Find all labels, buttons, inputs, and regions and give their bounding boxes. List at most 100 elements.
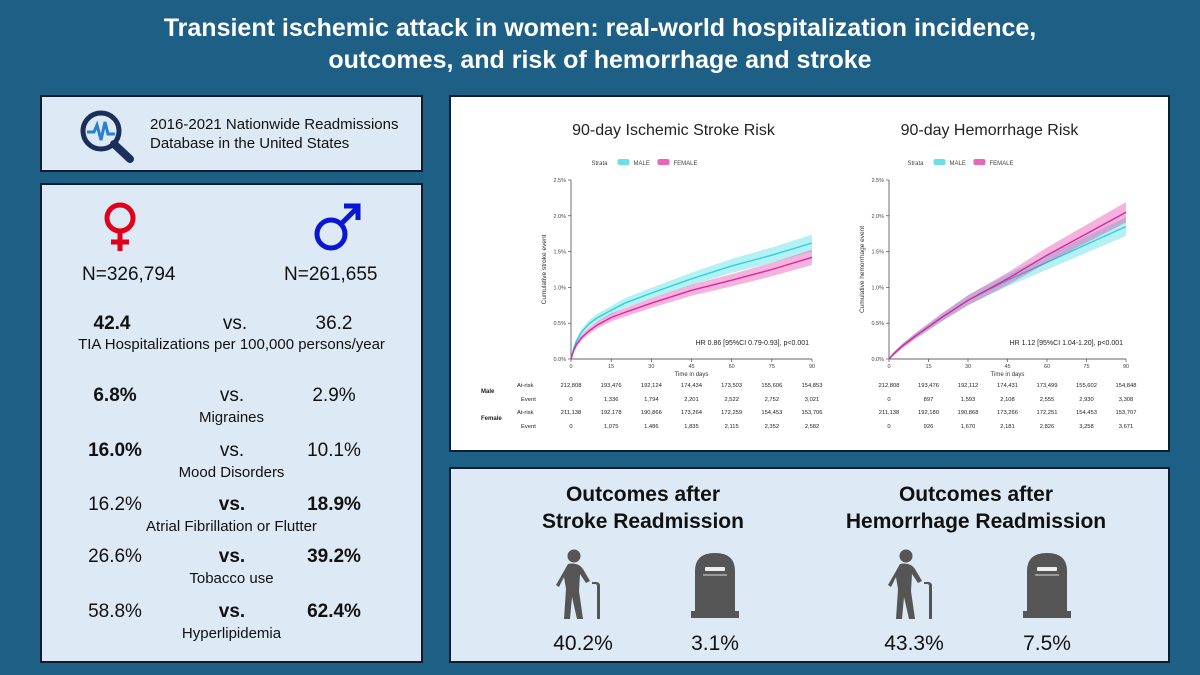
comparison-row-hyperlipidemia: 58.8% vs. 62.4% Hyperlipidemia	[42, 601, 421, 651]
comparison-row-atrial-fibrillation: 16.2% vs. 18.9% Atrial Fibrillation or F…	[42, 494, 421, 544]
risk-table-female-at-risk-cell: 173,264	[681, 410, 703, 416]
risk-table-male-event-cell: 2,752	[765, 397, 780, 403]
y-tick-label: 0.5%	[871, 321, 884, 327]
series-line-female	[888, 211, 1127, 360]
male-symbol-icon	[314, 203, 361, 251]
x-tick-label: 0	[569, 364, 572, 370]
vs-label: vs.	[218, 546, 246, 567]
risk-table-female-event-cell: 2,582	[805, 424, 820, 430]
tombstone-icon	[691, 553, 739, 618]
female-value: 6.8%	[93, 385, 137, 406]
tia-male-value: 36.2	[315, 313, 353, 334]
x-tick-label: 60	[729, 364, 735, 370]
tia-vs: vs.	[222, 313, 248, 334]
legend-swatch-female	[657, 159, 670, 165]
risk-table-female-at-risk-cell: 192,178	[601, 410, 622, 416]
legend-title: Strata	[592, 161, 609, 167]
female-value: 58.8%	[88, 601, 142, 622]
legend-label-male: MALE	[950, 161, 966, 167]
hemorrhage-death-value: 7.5%	[1023, 632, 1071, 655]
title-line-1: Transient ischemic attack in women: real…	[163, 14, 1037, 42]
confidence-band-female	[889, 202, 1126, 359]
risk-table-male-at-risk-cell: 212,808	[561, 383, 582, 389]
risk-table-female-event-cell: 1,670	[961, 424, 976, 430]
row-label: Atrial Fibrillation or Flutter	[146, 518, 317, 535]
y-tick-label: 0.5%	[553, 321, 566, 327]
risk-table-female-at-risk-cell: 154,453	[761, 410, 782, 416]
survival-charts-panel: 90-day Ischemic Stroke Risk Strata MALE FEM…	[449, 95, 1170, 452]
legend-label-male: MALE	[634, 161, 650, 167]
hazard-ratio-annotation: HR 1.12 [95%CI 1.04-1.20], p<0.001	[1010, 340, 1124, 347]
risk-table-female-event-cell: 1,486	[644, 424, 659, 430]
x-tick-label: 15	[608, 364, 614, 370]
risk-table-event-label: Event	[521, 397, 536, 403]
vs-label: vs.	[219, 385, 245, 406]
risk-table-male-at-risk-cell: 192,112	[958, 383, 979, 389]
x-tick-label: 90	[1123, 364, 1129, 370]
risk-table-male-at-risk-cell: 173,503	[721, 383, 742, 389]
risk-table-event-label: Event	[521, 424, 536, 430]
risk-table-female-event-cell: 3,671	[1119, 424, 1134, 430]
risk-table-male-event-cell: 1,593	[961, 397, 976, 403]
risk-table-female-event-cell: 0	[887, 424, 890, 430]
x-tick-label: 0	[887, 364, 890, 370]
confidence-band-female	[571, 249, 812, 359]
tia-female-value: 42.4	[93, 313, 131, 334]
row-label: Hyperlipidemia	[181, 625, 282, 642]
y-tick-label: 1.0%	[553, 285, 566, 291]
risk-table-female-event-cell: 0	[569, 424, 572, 430]
x-tick-label: 90	[809, 364, 815, 370]
tombstone-icon	[1023, 553, 1071, 618]
risk-table-female-event-cell: 3,258	[1079, 424, 1094, 430]
risk-table-male-event-cell: 2,930	[1079, 397, 1094, 403]
hemorrhage-outcomes-title-line-1: Outcomes after	[898, 483, 1054, 506]
legend-title: Strata	[908, 161, 925, 167]
male-count: N=261,655	[284, 264, 378, 285]
demographics-panel: N=326,794 N=261,655 42.4 vs. 36.2 TIA Ho…	[40, 183, 423, 663]
legend-swatch-male	[933, 159, 946, 165]
risk-table-group-female: Female	[481, 416, 502, 422]
female-count: N=326,794	[82, 264, 176, 285]
risk-table-female-event-cell: 1,075	[604, 424, 619, 430]
database-line-1: 2016-2021 Nationwide Readmissions	[150, 116, 399, 133]
x-tick-label: 75	[769, 364, 775, 370]
y-tick-label: 2.0%	[553, 214, 566, 220]
risk-table-male-event-cell: 3,021	[805, 397, 820, 403]
risk-table-male-at-risk-cell: 154,853	[802, 383, 823, 389]
risk-table-female-event-cell: 1,835	[684, 424, 699, 430]
risk-table-female-at-risk-cell: 153,707	[1116, 410, 1137, 416]
y-axis-label: Cumulative stroke event	[541, 234, 548, 304]
male-value: 39.2%	[307, 546, 361, 567]
survival-charts: 90-day Ischemic Stroke Risk Strata MALE FEM…	[481, 122, 1137, 430]
title-line-2: outcomes, and risk of hemorrhage and str…	[328, 46, 872, 74]
risk-table-male-event-cell: 897	[924, 397, 934, 403]
risk-table-male-event-cell: 0	[887, 397, 890, 403]
y-tick-label: 0.0%	[553, 357, 566, 363]
chart-title: 90-day Hemorrhage Risk	[901, 122, 1080, 139]
hemorrhage-outcomes-title-line-2: Hemorrhage Readmission	[845, 510, 1107, 533]
risk-table-female-at-risk-cell: 211,138	[879, 410, 900, 416]
legend-label-female: FEMALE	[674, 161, 698, 167]
vs-label: vs.	[218, 601, 246, 622]
risk-table-male-at-risk-cell: 192,124	[641, 383, 663, 389]
stroke-outcomes-title-line-2: Stroke Readmission	[542, 510, 744, 533]
tia-label: TIA Hospitalizations per 100,000 persons…	[78, 336, 385, 353]
hazard-ratio-annotation: HR 0.86 [95%CI 0.79-0.93], p<0.001	[696, 340, 810, 347]
elderly-person-cane-icon	[888, 549, 932, 619]
female-value: 16.0%	[88, 440, 142, 461]
legend-label-female: FEMALE	[990, 161, 1014, 167]
x-tick-label: 15	[925, 364, 931, 370]
stroke-death-value: 3.1%	[691, 632, 739, 655]
female-value: 16.2%	[88, 494, 142, 515]
comparison-row-tobacco: 26.6% vs. 39.2% Tobacco use	[42, 546, 421, 596]
database-line-2: Database in the United States	[150, 135, 350, 152]
risk-table-female-at-risk-cell: 172,251	[1037, 410, 1058, 416]
y-tick-label: 0.0%	[871, 357, 884, 363]
y-tick-label: 2.5%	[553, 178, 566, 184]
row-label: Migraines	[198, 409, 265, 426]
male-value: 10.1%	[307, 440, 361, 461]
risk-table-male-event-cell: 0	[569, 397, 572, 403]
database-description: 2016-2021 Nationwide Readmissions Databa…	[150, 115, 398, 153]
risk-table-female-at-risk-cell: 154,453	[1076, 410, 1097, 416]
y-tick-label: 1.0%	[871, 285, 884, 291]
